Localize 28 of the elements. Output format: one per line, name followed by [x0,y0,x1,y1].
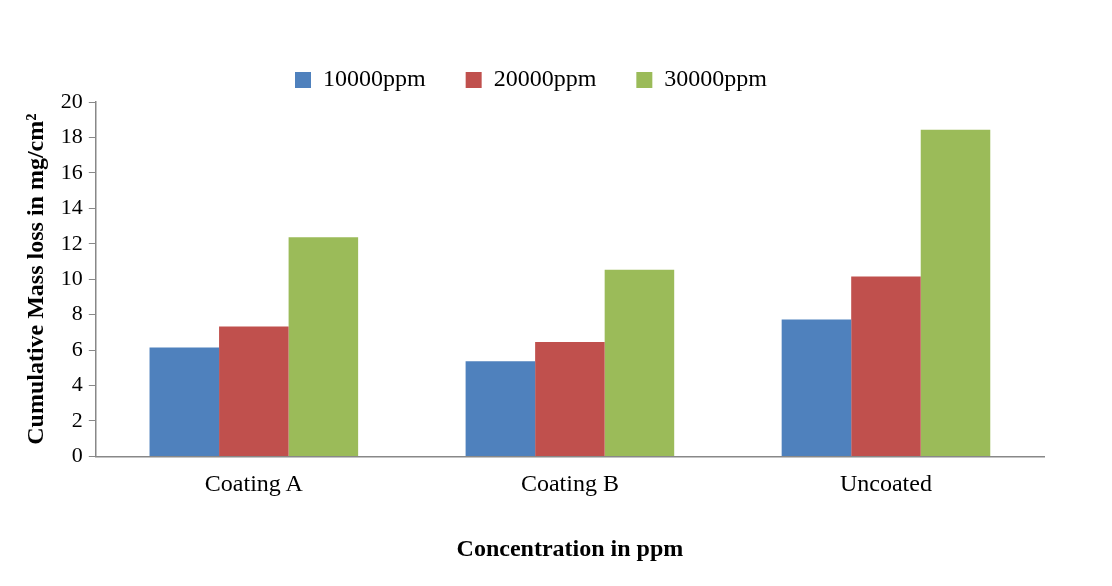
y-tick-label: 20 [60,87,83,113]
legend-label: 20000ppm [493,65,597,92]
y-tick-label: 10 [60,264,83,290]
x-axis-title: Concentration in ppm [456,534,684,561]
y-tick-label: 16 [60,158,83,184]
x-tick-label: Coating A [204,470,304,497]
bar [535,342,605,456]
y-tick-label: 12 [60,229,83,255]
bar [604,269,675,456]
y-tick-label: 6 [71,335,83,361]
y-tick-label: 8 [71,300,83,326]
y-tick-label: 2 [71,406,83,432]
bar [219,326,289,456]
bar [851,276,921,456]
y-tick-label: 18 [60,123,83,149]
legend-label: 30000ppm [664,65,768,92]
y-tick-label: 14 [60,194,83,220]
bar [288,237,359,456]
legend-label: 10000ppm [323,65,426,92]
y-axis-title: Cumulative Mass loss in mg/cm² [21,113,48,445]
bar [149,347,220,456]
bar [920,129,991,456]
bar [781,319,852,456]
x-tick-label: Uncoated [839,470,932,497]
x-tick-label: Coating B [520,470,619,497]
y-tick-label: 0 [71,442,83,468]
y-tick-label: 4 [71,371,83,397]
bar [465,361,536,456]
